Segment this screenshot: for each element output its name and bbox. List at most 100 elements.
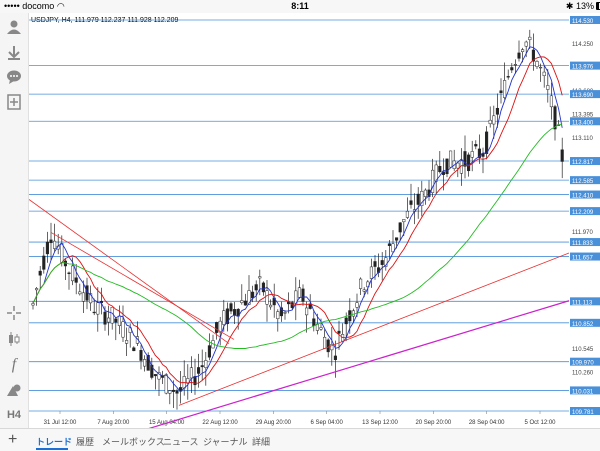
person-icon[interactable] <box>4 17 24 37</box>
download-icon[interactable] <box>4 43 24 63</box>
objects-icon[interactable] <box>4 380 24 400</box>
tab-details[interactable]: 詳細 <box>252 437 271 447</box>
candle-body <box>78 291 82 295</box>
tab-journal[interactable]: ジャーナル <box>203 437 248 447</box>
candle-body <box>143 359 147 367</box>
candle-body <box>420 191 424 206</box>
candle-body <box>157 372 161 380</box>
candle-body <box>513 64 517 66</box>
candle-body <box>189 367 193 379</box>
price-level-tag <box>570 90 600 99</box>
price-scale-label: 109.970 <box>572 361 594 367</box>
candle-body <box>456 162 460 169</box>
candle-body <box>279 307 283 317</box>
candle-body <box>297 287 301 298</box>
price-scale-label: 113.690 <box>572 93 594 99</box>
candle-body <box>416 193 420 205</box>
candle-body <box>265 290 269 305</box>
price-scale-label: 111.113 <box>572 300 593 306</box>
function-icon[interactable]: f <box>11 356 17 373</box>
candle-body <box>391 243 395 253</box>
add-icon[interactable] <box>4 92 24 112</box>
candle-body <box>384 257 388 267</box>
candle-body <box>369 266 373 279</box>
candle-body <box>405 210 409 218</box>
candle-body <box>247 290 251 305</box>
candle-body <box>276 311 280 320</box>
candle-body <box>330 344 334 351</box>
price-scale-label: 110.031 <box>572 389 594 395</box>
date-label: 13 Sep 12:00 <box>362 420 398 426</box>
moving-average-mid <box>32 56 563 384</box>
price-scale-label: 112.817 <box>572 160 594 166</box>
candle-body <box>398 222 402 233</box>
candle-body <box>488 119 492 125</box>
candle-body <box>402 219 406 223</box>
date-label: 5 Oct 12:00 <box>524 420 556 426</box>
active-tab-indicator <box>36 448 68 450</box>
candle-body <box>74 277 78 283</box>
tab-history[interactable]: 履歴 <box>76 437 95 447</box>
candle-body <box>449 150 453 168</box>
date-label: 6 Sep 04:00 <box>310 420 343 426</box>
chat-icon[interactable] <box>4 67 24 87</box>
candle-body <box>467 154 471 172</box>
candle-body <box>71 265 75 282</box>
candle-body <box>89 293 93 304</box>
trendline-down <box>50 232 235 340</box>
price-scale-label: 113.400 <box>572 120 594 126</box>
candle-body <box>42 255 46 270</box>
candle-body <box>146 355 150 371</box>
candle-body <box>168 390 172 394</box>
candle-body <box>463 151 467 167</box>
price-level-tag <box>570 117 600 126</box>
candle-body <box>546 85 550 90</box>
candle-body <box>445 158 449 175</box>
price-chart[interactable]: USDJPY, H4, 111.979 112.237 111.928 112.… <box>29 13 600 428</box>
candle-body <box>344 317 348 325</box>
date-label: 29 Aug 20:00 <box>256 420 292 426</box>
timeframe-button[interactable]: H4 <box>6 409 22 421</box>
candle-body <box>362 289 366 292</box>
battery-indicator: ✱ 13% <box>565 1 600 12</box>
candle-body <box>60 243 64 263</box>
candle-body <box>218 320 222 333</box>
price-scale-label: 110.852 <box>572 322 594 328</box>
candle-body <box>499 90 503 94</box>
candle-body <box>31 303 35 306</box>
candle-body <box>326 339 330 353</box>
candle-body <box>92 311 96 314</box>
candle-body <box>359 278 363 289</box>
candle-body <box>103 311 107 325</box>
bluetooth-icon: ✱ <box>565 1 574 11</box>
candle-body <box>197 367 201 374</box>
candle-body <box>175 390 179 394</box>
price-scale-label: 110.545 <box>572 347 594 353</box>
candle-body <box>423 189 427 197</box>
candles-icon[interactable] <box>4 329 24 349</box>
moving-average-slow <box>32 123 563 349</box>
candle-body <box>225 308 229 325</box>
add-tab-icon[interactable]: + <box>8 431 18 448</box>
price-scale-label: 111.833 <box>572 241 593 247</box>
candle-body <box>470 151 474 158</box>
candle-body <box>139 350 143 361</box>
candle-body <box>251 291 255 299</box>
price-level-tag <box>570 386 600 395</box>
candle-body <box>521 49 525 52</box>
candle-body <box>110 306 114 324</box>
candle-body <box>269 304 273 308</box>
tab-news[interactable]: ニュース <box>163 437 199 447</box>
candle-body <box>215 322 219 333</box>
candle-body <box>549 95 553 108</box>
candle-body <box>373 261 377 267</box>
candle-body <box>107 317 111 323</box>
tab-mailbox[interactable]: メールボックス <box>102 437 165 447</box>
candle-body <box>114 318 118 323</box>
price-scale-label: 112.410 <box>572 194 594 200</box>
crosshair-icon[interactable] <box>4 303 24 323</box>
candle-body <box>121 321 125 338</box>
price-level-tag <box>570 190 600 199</box>
tab-trade[interactable]: トレード <box>36 437 73 447</box>
candle-body <box>35 288 39 291</box>
